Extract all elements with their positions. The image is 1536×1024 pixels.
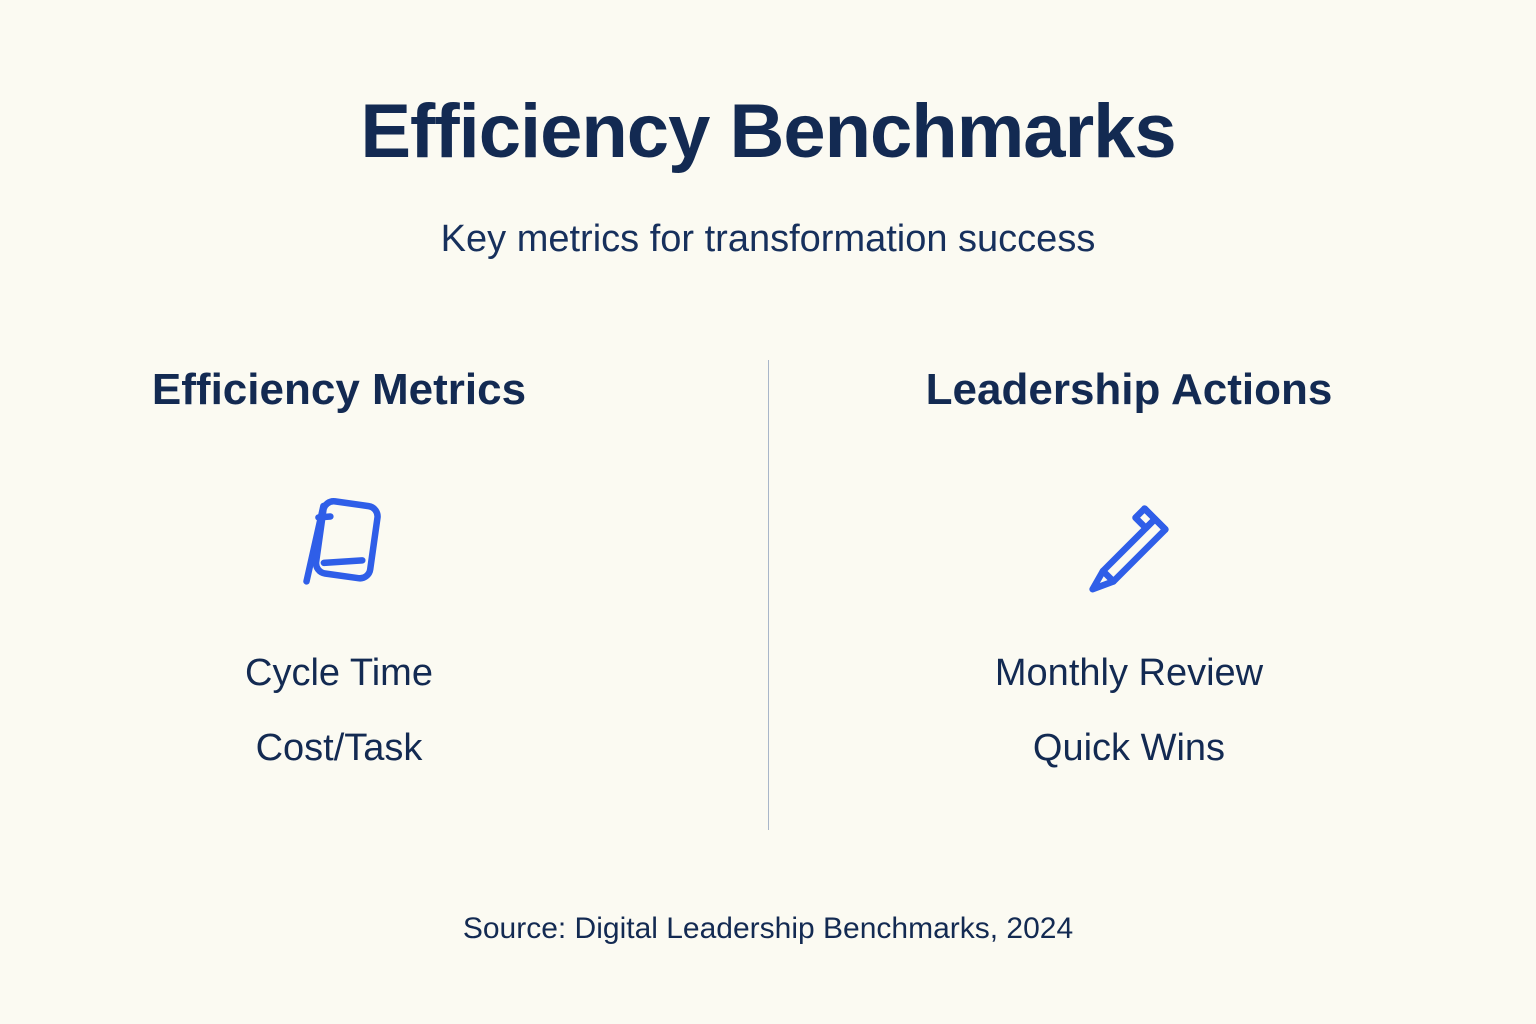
page-subtitle: Key metrics for transformation success: [0, 218, 1536, 261]
list-item-cycle-time: Cycle Time: [55, 652, 623, 695]
source-caption: Source: Digital Leadership Benchmarks, 2…: [0, 912, 1536, 946]
list-efficiency-metrics: Cycle Time Cost/Task: [55, 652, 623, 770]
column-divider: [768, 360, 769, 830]
page-title: Efficiency Benchmarks: [0, 88, 1536, 175]
tablet-stand-icon: [55, 470, 623, 620]
pencil-icon: [845, 470, 1413, 620]
column-heading-right: Leadership Actions: [845, 365, 1413, 415]
list-item-cost-task: Cost/Task: [55, 727, 623, 770]
column-efficiency-metrics: Efficiency Metrics Cycle Time Cost/Task: [55, 365, 623, 770]
column-heading-left: Efficiency Metrics: [55, 365, 623, 415]
list-leadership-actions: Monthly Review Quick Wins: [845, 652, 1413, 770]
list-item-quick-wins: Quick Wins: [845, 727, 1413, 770]
list-item-monthly-review: Monthly Review: [845, 652, 1413, 695]
column-leadership-actions: Leadership Actions Monthly Review Quick …: [845, 365, 1413, 770]
slide-root: Efficiency Benchmarks Key metrics for tr…: [0, 0, 1536, 1024]
